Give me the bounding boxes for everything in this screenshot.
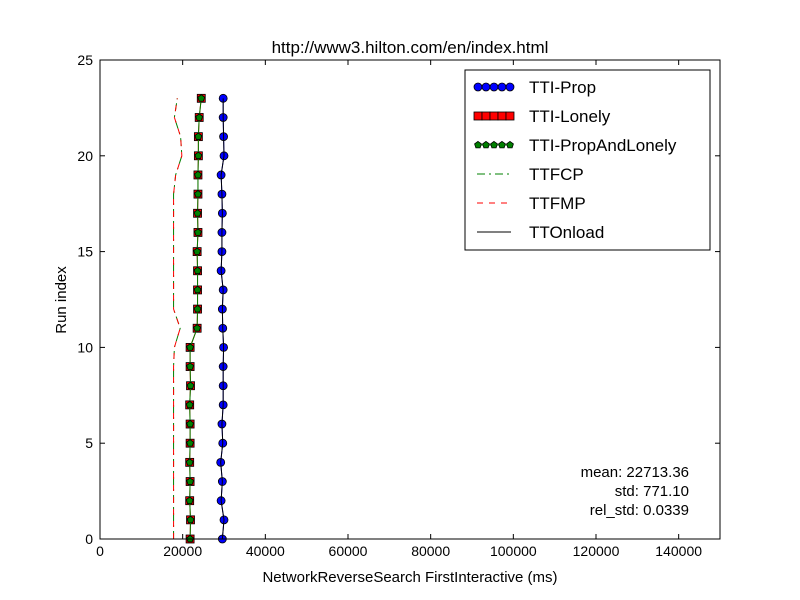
annotation-rel-std: rel_std: 0.0339: [590, 502, 689, 519]
data-point-tti-propandlonely: [195, 113, 204, 121]
legend-marker: [505, 111, 515, 121]
data-point-tti-propandlonely: [185, 496, 194, 504]
legend-marker: [474, 140, 482, 149]
x-tick-label: 40000: [246, 543, 285, 559]
data-point-tti-propandlonely: [194, 228, 202, 236]
legend-marker: [497, 82, 507, 92]
legend-label: TTFCP: [529, 165, 584, 184]
legend-entry-ttfmp: TTFMP: [477, 194, 586, 213]
legend-marker: [481, 111, 491, 121]
y-tick-label: 15: [77, 244, 93, 260]
plot-frame: [99, 59, 721, 540]
x-tick-label: 100000: [490, 543, 537, 559]
x-tick-label: 140000: [655, 543, 702, 559]
legend: TTI-Prop TTI-Lonely TTI-PropAndLonely TTFCP…: [464, 69, 711, 251]
series-line-ttfcp: [173, 98, 183, 539]
series-tti-propandlonely: [185, 94, 206, 543]
y-tick-label: 5: [85, 435, 93, 451]
series-line-tti-lonely: [189, 98, 202, 540]
series-line-ttonload: [220, 98, 225, 540]
legend-label: TTI-Prop: [529, 78, 596, 97]
legend-marker: [473, 82, 483, 92]
legend-marker: [489, 111, 499, 121]
series-tti-lonely: [185, 93, 206, 544]
x-tick-label: 80000: [411, 543, 450, 559]
plot-area: [173, 93, 229, 544]
y-tick-label: 20: [77, 148, 93, 164]
x-tick-label: 60000: [329, 543, 368, 559]
legend-marker: [481, 82, 491, 92]
y-axis-label: Run index: [53, 266, 70, 334]
data-point-tti-propandlonely: [186, 439, 195, 447]
data-point-tti-propandlonely: [185, 458, 194, 466]
legend-marker: [498, 140, 506, 149]
legend-label: TTOnload: [529, 223, 604, 242]
y-tick-label: 0: [85, 531, 93, 547]
data-point-tti-propandlonely: [186, 477, 195, 485]
stats-annotation: mean: 22713.36 std: 771.10 rel_std: 0.03…: [581, 464, 689, 519]
data-point-tti-propandlonely: [193, 247, 202, 255]
legend-marker: [482, 140, 490, 149]
data-point-tti-propandlonely: [194, 132, 203, 140]
legend-entry-ttonload: TTOnload: [477, 223, 604, 242]
data-point-tti-propandlonely: [193, 285, 202, 294]
legend-label: TTI-PropAndLonely: [529, 136, 677, 155]
legend-marker: [506, 140, 514, 149]
data-point-tti-propandlonely: [193, 304, 202, 313]
x-axis-label: NetworkReverseSearch FirstInteractive (m…: [262, 569, 557, 586]
legend-entry-tti-propandlonely: TTI-PropAndLonely: [474, 136, 677, 155]
legend-label: TTI-Lonely: [529, 107, 611, 126]
x-tick-label: 120000: [573, 543, 620, 559]
axis-ticks: 0 20000 40000 60000 80000 100000 120000 140000 0…: [77, 52, 720, 559]
y-tick-label: 25: [77, 52, 93, 68]
data-point-tti-propandlonely: [185, 400, 194, 409]
data-point-tti-propandlonely: [193, 209, 202, 217]
data-point-tti-propandlonely: [186, 515, 195, 524]
legend-entry-tti-prop: TTI-Prop: [473, 78, 596, 97]
legend-entry-tti-lonely: TTI-Lonely: [473, 107, 611, 126]
data-point-tti-propandlonely: [186, 381, 195, 390]
data-point-tti-propandlonely: [194, 190, 202, 198]
data-point-tti-propandlonely: [186, 362, 195, 370]
legend-box: [464, 69, 711, 251]
legend-label: TTFMP: [529, 194, 586, 213]
y-tick-label: 10: [77, 339, 93, 355]
chart-title: http://www3.hilton.com/en/index.html: [272, 38, 549, 57]
legend-marker: [497, 111, 507, 121]
series-line-tti-propandlonely: [189, 98, 202, 540]
legend-marker: [490, 140, 498, 149]
series-ttonload: [220, 98, 225, 540]
data-point-tti-propandlonely: [193, 324, 202, 332]
annotation-mean: mean: 22713.36: [581, 464, 689, 481]
data-point-tti-propandlonely: [197, 94, 206, 102]
annotation-std: std: 771.10: [615, 483, 689, 500]
series-ttfmp: [173, 98, 183, 539]
legend-entry-ttfcp: TTFCP: [477, 165, 584, 184]
x-tick-label: 0: [96, 543, 104, 559]
data-point-tti-propandlonely: [194, 151, 203, 160]
data-point-tti-propandlonely: [193, 266, 202, 275]
data-point-tti-propandlonely: [194, 170, 202, 179]
legend-marker: [489, 82, 499, 92]
data-point-tti-propandlonely: [186, 419, 195, 428]
x-tick-label: 20000: [163, 543, 202, 559]
data-point-tti-propandlonely: [186, 343, 195, 351]
legend-marker: [505, 82, 515, 92]
legend-marker: [473, 111, 483, 121]
series-line-ttfmp: [173, 98, 183, 539]
series-ttfcp: [173, 98, 183, 539]
